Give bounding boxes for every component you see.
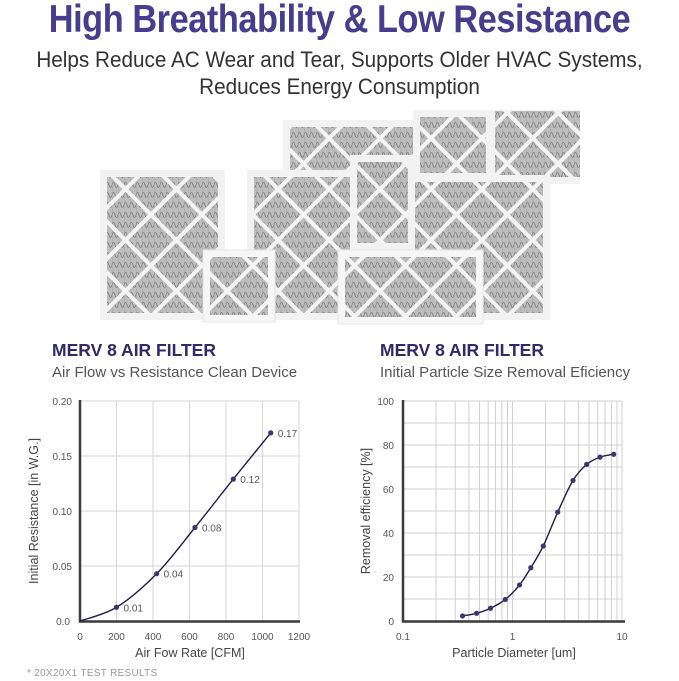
data-point bbox=[487, 605, 494, 611]
svg-text:800: 800 bbox=[218, 632, 235, 643]
left-x-axis-label: Air Fow Rate [CFM] bbox=[135, 646, 245, 660]
data-point bbox=[473, 610, 480, 616]
svg-text:40: 40 bbox=[383, 529, 395, 540]
filter-group bbox=[100, 110, 580, 325]
data-point bbox=[516, 582, 523, 588]
footnote: * 20X20X1 TEST RESULTS bbox=[27, 668, 158, 679]
left-x-ticks: 0 200 400 600 800 1000 1200 bbox=[77, 632, 310, 643]
svg-text:0.12: 0.12 bbox=[240, 475, 260, 486]
page-subtitle: Helps Reduce AC Wear and Tear, Supports … bbox=[27, 46, 652, 100]
data-point bbox=[584, 461, 590, 467]
left-series-line bbox=[79, 432, 272, 622]
svg-text:10: 10 bbox=[616, 632, 628, 643]
svg-text:1: 1 bbox=[510, 632, 516, 643]
svg-text:1000: 1000 bbox=[251, 632, 274, 643]
right-series-points bbox=[459, 451, 617, 619]
left-chart-heading: MERV 8 AIR FILTER bbox=[52, 340, 216, 360]
svg-text:0.10: 0.10 bbox=[53, 507, 73, 518]
left-axes bbox=[78, 400, 300, 623]
svg-text:80: 80 bbox=[383, 441, 395, 452]
svg-text:0.1: 0.1 bbox=[396, 632, 410, 643]
data-point bbox=[230, 476, 236, 482]
left-gridlines bbox=[80, 400, 300, 621]
data-point bbox=[154, 571, 160, 577]
data-point bbox=[459, 613, 466, 619]
data-point bbox=[540, 543, 546, 549]
svg-text:0.04: 0.04 bbox=[164, 570, 184, 581]
right-x-ticks: 0.1 1 10 bbox=[396, 632, 628, 643]
svg-text:0.17: 0.17 bbox=[278, 429, 298, 440]
data-point bbox=[611, 451, 617, 457]
subtitle-line-2: Reduces Energy Consumption bbox=[199, 74, 480, 99]
right-y-axis-label: Removal efficiency [%] bbox=[359, 448, 373, 574]
svg-text:60: 60 bbox=[383, 485, 395, 496]
svg-text:1200: 1200 bbox=[288, 632, 311, 643]
data-point bbox=[192, 524, 198, 531]
right-axes bbox=[401, 400, 625, 623]
svg-text:0.20: 0.20 bbox=[53, 397, 73, 408]
svg-text:0.08: 0.08 bbox=[202, 524, 222, 535]
svg-text:400: 400 bbox=[145, 632, 162, 643]
svg-text:0.01: 0.01 bbox=[124, 603, 144, 614]
svg-text:0.05: 0.05 bbox=[53, 562, 73, 573]
svg-text:200: 200 bbox=[108, 632, 125, 643]
svg-text:20: 20 bbox=[383, 573, 395, 584]
right-chart-heading: MERV 8 AIR FILTER bbox=[380, 340, 544, 360]
left-chart-subheading: Air Flow vs Resistance Clean Device bbox=[52, 364, 298, 381]
data-point bbox=[502, 596, 508, 603]
data-point bbox=[555, 509, 561, 515]
right-chart-subheading: Initial Particle Size Removal Eficiency bbox=[380, 364, 631, 381]
svg-text:100: 100 bbox=[377, 397, 394, 408]
left-series-points: 0.01 0.04 0.08 0.12 0.17 bbox=[113, 429, 298, 614]
right-y-ticks: 0 20 40 60 80 100 bbox=[377, 397, 394, 628]
svg-text:0: 0 bbox=[388, 617, 394, 628]
data-point bbox=[597, 454, 603, 460]
data-point bbox=[268, 430, 274, 436]
subtitle-line-1: Helps Reduce AC Wear and Tear, Supports … bbox=[36, 47, 643, 72]
svg-text:600: 600 bbox=[181, 632, 198, 643]
left-y-ticks: 0.20 0.15 0.10 0.05 0.0 bbox=[53, 397, 73, 628]
svg-text:0.0: 0.0 bbox=[56, 617, 70, 628]
data-point bbox=[570, 477, 576, 484]
page-title: High Breathability & Low Resistance bbox=[48, 0, 631, 41]
air-filters-photo bbox=[100, 110, 580, 325]
right-x-axis-label: Particle Diameter [um] bbox=[452, 646, 576, 660]
right-gridlines bbox=[403, 400, 623, 621]
right-series-line bbox=[462, 453, 614, 617]
data-point bbox=[528, 565, 534, 571]
svg-text:0: 0 bbox=[77, 632, 83, 643]
data-point bbox=[113, 604, 120, 610]
svg-text:0.15: 0.15 bbox=[53, 452, 73, 463]
left-y-axis-label: Initial Resistance [in W.G.] bbox=[27, 438, 41, 584]
